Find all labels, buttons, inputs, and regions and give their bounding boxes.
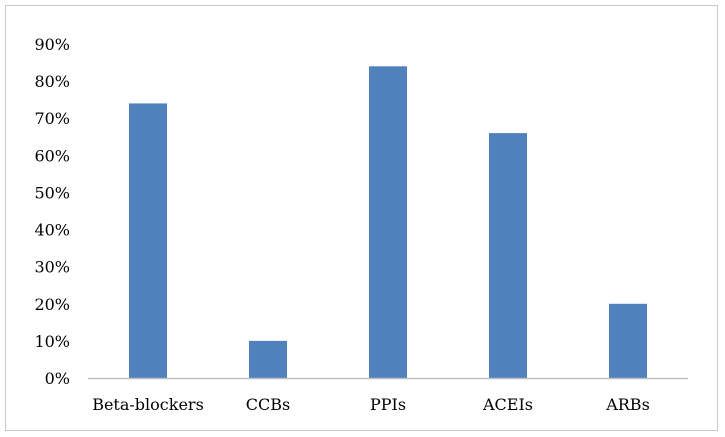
bar-arbs bbox=[609, 303, 647, 378]
bar-beta-blockers bbox=[129, 103, 167, 379]
x-axis-category-labels: Beta-blockers CCBs PPIs ACEIs ARBs bbox=[92, 395, 650, 414]
y-tick-label: 20% bbox=[34, 295, 70, 314]
bars bbox=[129, 66, 647, 379]
bar-ppis bbox=[369, 66, 407, 379]
bar-ccbs bbox=[249, 340, 287, 378]
x-category-label: ARBs bbox=[605, 395, 650, 414]
y-tick-label: 60% bbox=[34, 146, 70, 165]
y-tick-label: 70% bbox=[34, 109, 70, 128]
x-category-label: ACEIs bbox=[482, 395, 533, 414]
bar-aceis bbox=[489, 133, 527, 378]
y-tick-label: 0% bbox=[45, 369, 70, 388]
y-tick-label: 10% bbox=[34, 332, 70, 351]
x-category-label: CCBs bbox=[246, 395, 290, 414]
y-tick-label: 40% bbox=[34, 221, 70, 240]
y-tick-label: 80% bbox=[34, 72, 70, 91]
y-tick-label: 90% bbox=[34, 35, 70, 54]
x-category-label: Beta-blockers bbox=[92, 395, 204, 414]
y-tick-label: 50% bbox=[34, 183, 70, 202]
y-tick-label: 30% bbox=[34, 258, 70, 277]
y-axis-tick-labels: 0% 10% 20% 30% 40% 50% 60% 70% 80% 90% bbox=[34, 35, 70, 388]
chart-frame bbox=[5, 5, 718, 431]
x-category-label: PPIs bbox=[370, 395, 406, 414]
